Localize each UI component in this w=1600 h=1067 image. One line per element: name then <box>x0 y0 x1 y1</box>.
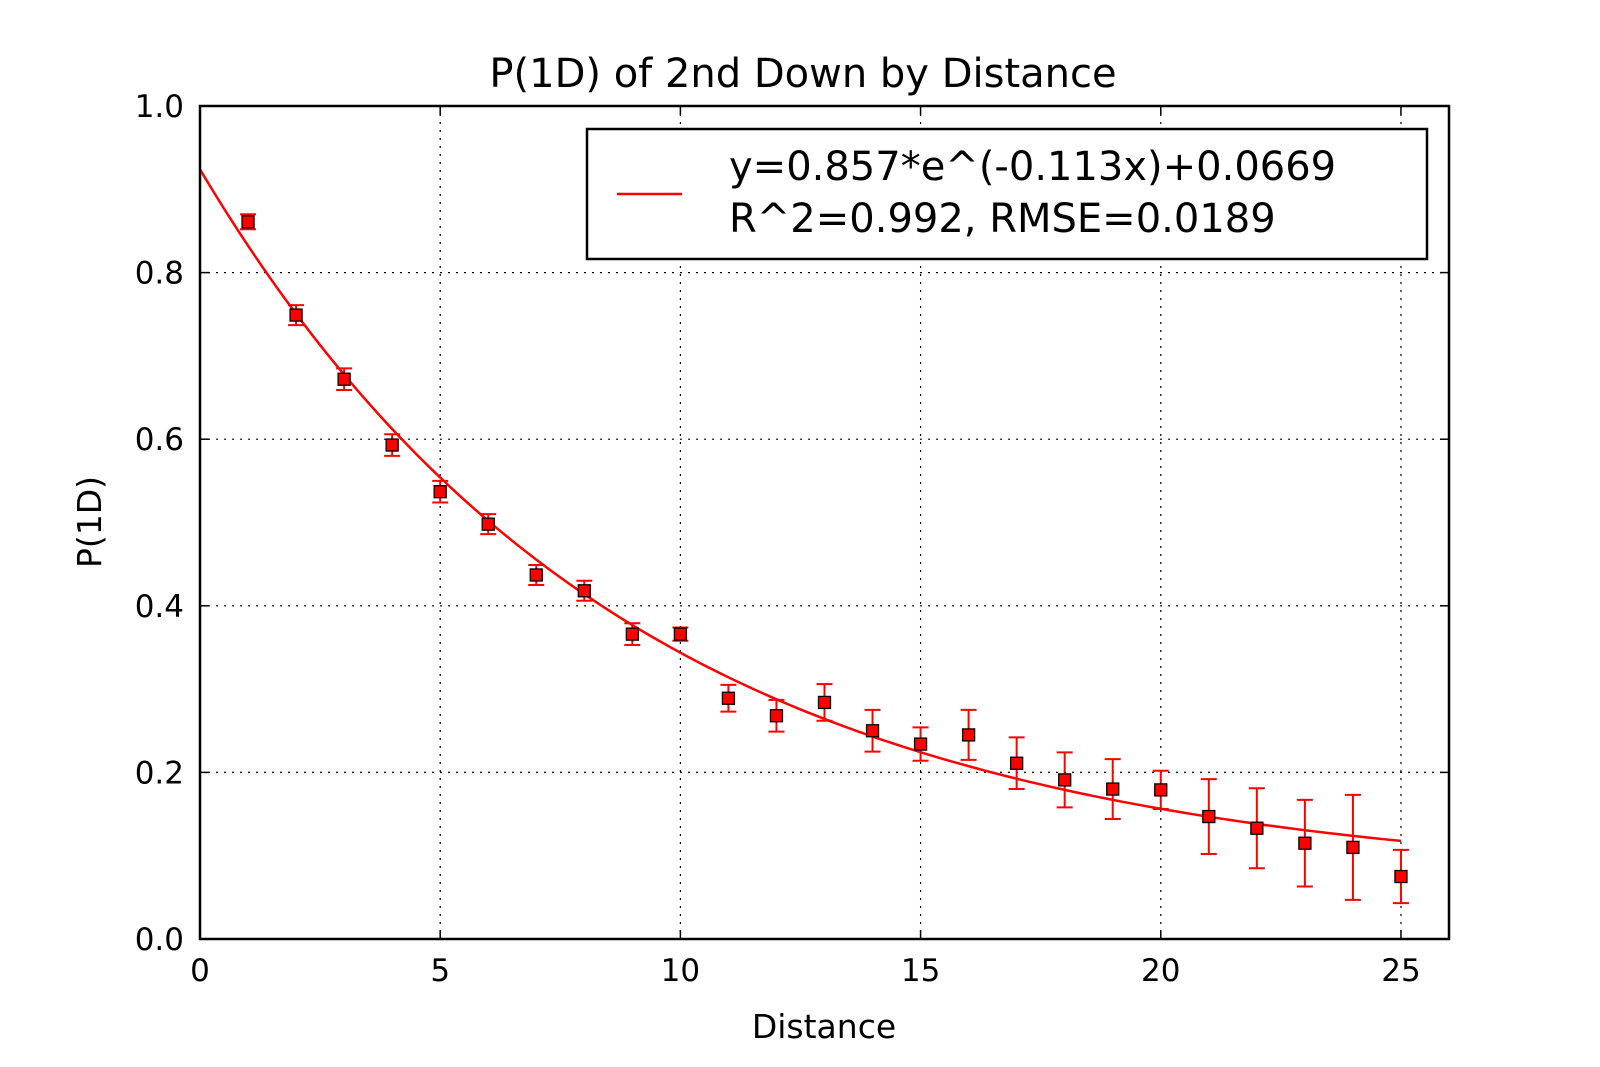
data-point <box>1058 773 1072 787</box>
data-point <box>1106 782 1120 796</box>
y-axis-ticks: 0.0 0.2 0.4 0.6 0.8 1.0 <box>135 89 1449 958</box>
y-tick-label: 0.6 <box>135 422 184 458</box>
legend: y=0.857*e^(-0.113x)+0.0669 R^2=0.992, RM… <box>585 127 1429 261</box>
data-point <box>769 709 784 723</box>
fit-curve <box>198 168 1402 843</box>
x-axis-label: Distance <box>752 1007 896 1046</box>
data-point <box>721 691 736 705</box>
y-axis-label: P(1D) <box>70 476 109 568</box>
data-point <box>289 308 303 322</box>
data-point <box>1010 756 1024 770</box>
data-point <box>673 627 688 641</box>
data-point <box>1250 821 1264 835</box>
x-tick-label: 25 <box>1381 953 1420 989</box>
data-point <box>577 584 591 598</box>
data-point <box>241 215 255 229</box>
data-point <box>913 737 928 751</box>
x-tick-label: 5 <box>430 953 450 989</box>
data-point <box>433 485 447 499</box>
data-points-layer <box>240 213 1409 905</box>
data-point <box>625 627 639 641</box>
data-point <box>529 568 543 582</box>
data-point <box>1202 809 1216 824</box>
legend-fit-label-line2: R^2=0.992, RMSE=0.0189 <box>729 196 1276 242</box>
y-tick-label: 0.8 <box>135 256 184 292</box>
data-point <box>865 724 880 738</box>
legend-fit-label-line1: y=0.857*e^(-0.113x)+0.0669 <box>729 144 1336 190</box>
grid <box>200 106 1449 939</box>
y-tick-label: 0.0 <box>135 922 184 958</box>
data-point <box>1298 836 1312 850</box>
data-point <box>385 438 399 452</box>
data-point <box>817 695 832 710</box>
data-point <box>961 728 976 742</box>
plot-frame <box>198 104 1451 941</box>
data-point <box>337 372 351 386</box>
y-tick-label: 0.2 <box>135 755 184 791</box>
data-point <box>481 517 495 531</box>
y-tick-label: 0.4 <box>135 589 184 625</box>
x-tick-label: 10 <box>661 953 700 989</box>
x-tick-label: 15 <box>901 953 940 989</box>
fit-curve-layer <box>198 168 1402 843</box>
x-tick-label: 0 <box>190 953 210 989</box>
legend-box <box>585 127 1429 261</box>
chart-title: P(1D) of 2nd Down by Distance <box>489 51 1116 97</box>
data-point <box>1394 869 1408 884</box>
x-axis-ticks: 0 5 10 15 20 25 <box>190 106 1421 989</box>
data-point <box>1346 840 1360 855</box>
x-tick-label: 20 <box>1141 953 1180 989</box>
y-tick-label: 1.0 <box>135 89 184 125</box>
data-point <box>1154 783 1168 797</box>
